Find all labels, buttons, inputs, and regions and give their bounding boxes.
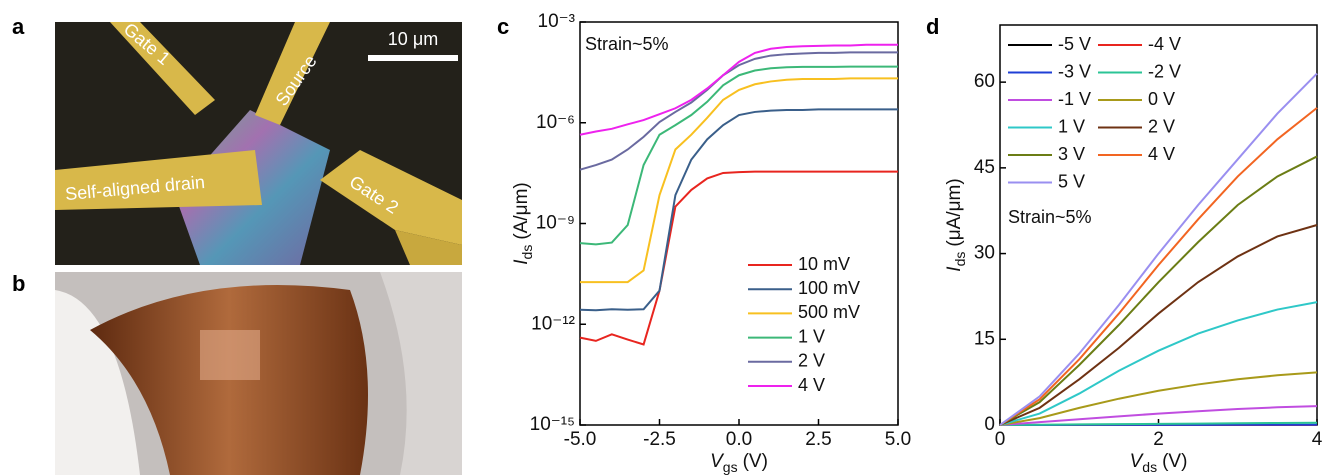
series-line [580,77,898,284]
annotation: Strain~5% [1008,207,1092,227]
series-line [579,108,898,312]
legend-label: 2 V [798,351,825,371]
legend-label: 4 V [798,375,825,395]
legend-label: -3 V [1058,61,1091,81]
x-tick-label: 4 [1312,429,1323,450]
y-tick-label: 10⁻¹⁵ [530,414,575,435]
y-tick-label: 0 [984,414,995,435]
series-line [579,170,898,346]
series-line [999,107,1318,426]
axis-symbol: V [710,451,725,472]
series-line [999,371,1318,426]
scale-bar-label: 10 μm [388,29,438,49]
series-line [999,421,1318,426]
x-tick-label: 0 [995,429,1006,450]
legend-label: 100 mV [798,278,860,298]
y-tick-label: 60 [974,71,995,92]
legend-label: 2 V [1148,116,1175,136]
axis-unit: (μA/μm) [944,178,965,246]
axis-subscript: gs [723,459,738,475]
x-tick-label: -5.0 [564,429,597,450]
axis-label: Ids (A/μm) [511,182,535,264]
axis-symbol: I [944,266,965,272]
axis-symbol: V [1130,451,1145,472]
legend-label: 1 V [798,326,825,346]
series-line [999,224,1318,426]
legend-label: 500 mV [798,302,860,322]
y-tick-label: 10⁻⁹ [536,213,575,234]
legend-label: 1 V [1058,116,1085,136]
y-tick-label: 15 [974,328,995,349]
micrograph [55,22,462,265]
legend-label: 3 V [1058,144,1085,164]
legend-label: 5 V [1058,171,1085,191]
y-tick-label: 45 [974,157,995,178]
axis-unit: (V) [1162,451,1187,472]
axis-label: Vgs (V) [710,451,768,475]
axis-subscript: ds [952,252,968,267]
axis-subscript: ds [1142,459,1157,475]
photo [55,272,462,475]
y-tick-label: 30 [974,243,995,264]
legend-label: -5 V [1058,34,1091,54]
panel-label: a [12,14,25,39]
series-line [579,43,898,136]
x-tick-label: 5.0 [885,429,911,450]
axis-unit: (V) [743,451,768,472]
axis-label: Ids (μA/μm) [944,178,968,271]
panel-label: d [926,14,939,39]
legend-label: -2 V [1148,61,1181,81]
x-tick-label: -2.5 [643,429,676,450]
y-tick-label: 10⁻⁶ [536,112,575,133]
legend-label: -4 V [1148,34,1181,54]
panel-label: b [12,271,25,296]
legend-label: 4 V [1148,144,1175,164]
series-line [579,51,898,171]
axis-unit: (A/μm) [511,182,532,239]
y-tick-label: 10⁻¹² [531,313,575,334]
panel-label: c [497,14,509,39]
axis-subscript: ds [519,245,535,260]
x-tick-label: 0.0 [726,429,752,450]
series-line [999,155,1318,426]
series-line [999,405,1318,426]
series-line [999,301,1318,426]
series-line [999,72,1318,426]
axis-label: Vds (V) [1130,451,1188,475]
annotation: Strain~5% [585,34,669,54]
legend-label: 10 mV [798,254,850,274]
x-tick-label: 2.5 [805,429,831,450]
legend-label: -1 V [1058,89,1091,109]
x-tick-label: 2 [1153,429,1164,450]
y-tick-label: 10⁻³ [538,11,576,32]
legend-label: 0 V [1148,89,1175,109]
series-line [579,65,898,246]
axis-symbol: I [511,259,532,265]
